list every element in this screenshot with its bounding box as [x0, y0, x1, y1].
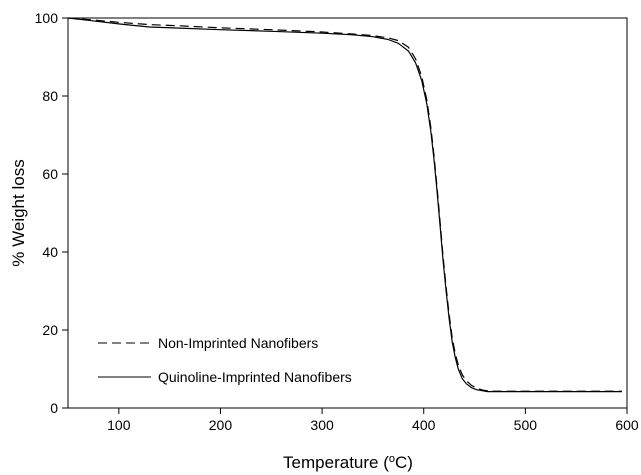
- series-line-non-imprinted: [68, 18, 622, 391]
- y-tick-label: 100: [35, 10, 59, 26]
- y-tick-label: 20: [42, 322, 58, 338]
- x-tick-label: 300: [310, 417, 334, 433]
- legend-label-non-imprinted: Non-Imprinted Nanofibers: [158, 335, 318, 351]
- y-tick-label: 60: [42, 166, 58, 182]
- y-tick-label: 80: [42, 88, 58, 104]
- y-tick-label: 40: [42, 244, 58, 260]
- x-tick-label: 600: [615, 417, 639, 433]
- x-tick-label: 200: [209, 417, 233, 433]
- x-tick-label: 400: [412, 417, 436, 433]
- x-tick-label: 500: [514, 417, 538, 433]
- y-axis-label: % Weight loss: [9, 159, 28, 266]
- series-line-quinoline-imprinted: [68, 18, 622, 392]
- legend: Non-Imprinted Nanofibers Quinoline-Impri…: [98, 335, 352, 385]
- y-tick-label: 0: [50, 400, 58, 416]
- x-tick-label: 100: [107, 417, 131, 433]
- legend-label-quinoline-imprinted: Quinoline-Imprinted Nanofibers: [158, 369, 352, 385]
- plot-area: [68, 18, 627, 408]
- x-axis-label: Temperature (oC): [283, 453, 413, 472]
- series-lines: [68, 18, 622, 392]
